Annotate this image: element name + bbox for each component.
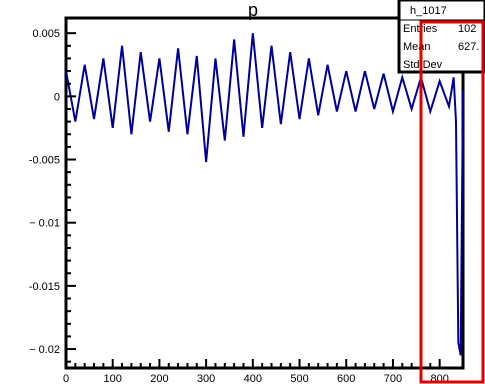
x-tick-label: 300 <box>197 373 215 384</box>
stats-box-frame <box>397 0 485 74</box>
x-tick-label: 400 <box>244 373 262 384</box>
x-tick-label: 100 <box>104 373 122 384</box>
x-tick-label: 500 <box>290 373 308 384</box>
y-tick-label: − 0.01 <box>29 218 60 230</box>
plot-area: 0 100 200 300 400 500 600 700 800 0.005 0 -0.005 − … <box>29 16 465 384</box>
y-tick-label: 0.005 <box>32 28 60 40</box>
x-axis-ticks: 0 100 200 300 400 500 600 700 800 <box>63 359 449 384</box>
stats-name: h_1017 <box>410 5 447 17</box>
y-tick-label: 0 <box>54 91 60 103</box>
stats-mean-label: Mean <box>403 41 431 53</box>
highlight-box <box>419 20 485 384</box>
stats-stddev-label: Std Dev <box>403 59 443 71</box>
y-tick-label: -0.015 <box>29 281 60 293</box>
chart-title-fragment: p <box>248 0 258 20</box>
series-line-0 <box>65 33 464 356</box>
y-tick-label: − 0.02 <box>29 344 60 356</box>
y-tick-label: -0.005 <box>29 155 60 167</box>
x-tick-label: 600 <box>337 373 355 384</box>
x-tick-label: 0 <box>63 373 69 384</box>
series-layer <box>65 33 464 356</box>
stats-box: h_1017 Entries 102 Mean 627. Std Dev <box>397 0 485 74</box>
y-axis-ticks: 0.005 0 -0.005 − 0.01 -0.015 − 0.02 <box>29 28 76 363</box>
x-tick-label: 200 <box>150 373 168 384</box>
x-tick-label: 800 <box>430 373 448 384</box>
stats-entries-value: 102 <box>458 23 476 35</box>
x-tick-label: 700 <box>384 373 402 384</box>
stats-mean-value: 627. <box>458 41 479 53</box>
